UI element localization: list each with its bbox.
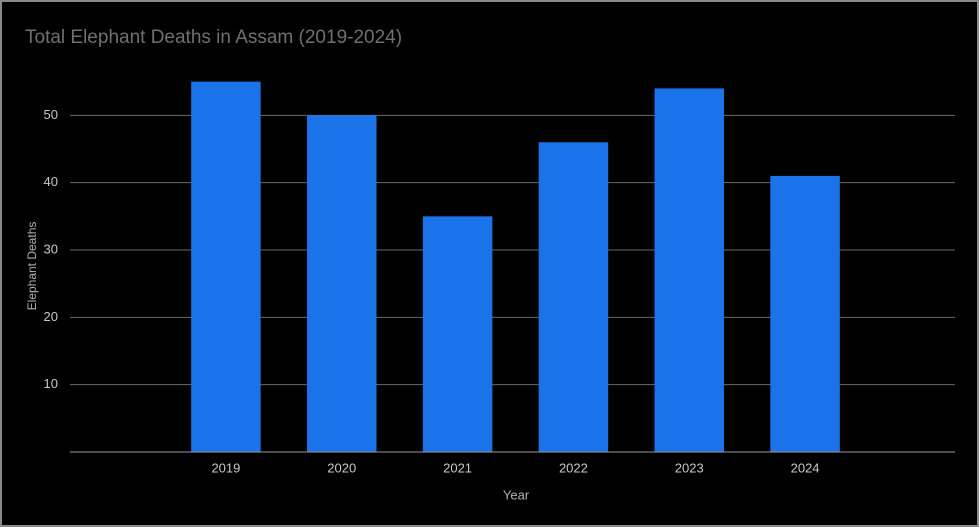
bar (422, 216, 493, 452)
x-tick-label: 2023 (675, 460, 704, 475)
bar (538, 142, 609, 452)
x-tick-label: 2019 (211, 460, 240, 475)
x-tick-label: 2024 (791, 460, 820, 475)
x-tick-label: 2020 (327, 460, 356, 475)
x-axis-label: Year (503, 487, 530, 502)
bar (654, 88, 724, 453)
y-tick-label: 50 (44, 107, 58, 122)
bar (770, 175, 840, 452)
y-tick-label: 20 (44, 309, 58, 324)
y-tick-label: 40 (44, 174, 58, 189)
bar (307, 115, 377, 452)
chart-title: Total Elephant Deaths in Assam (2019-202… (25, 27, 402, 48)
y-tick-label: 10 (44, 376, 58, 391)
y-axis-label: Elephant Deaths (25, 222, 39, 311)
bar (191, 81, 261, 453)
y-tick-label: 30 (44, 241, 58, 256)
x-tick-label: 2022 (559, 460, 588, 475)
x-tick-label: 2021 (443, 460, 472, 475)
